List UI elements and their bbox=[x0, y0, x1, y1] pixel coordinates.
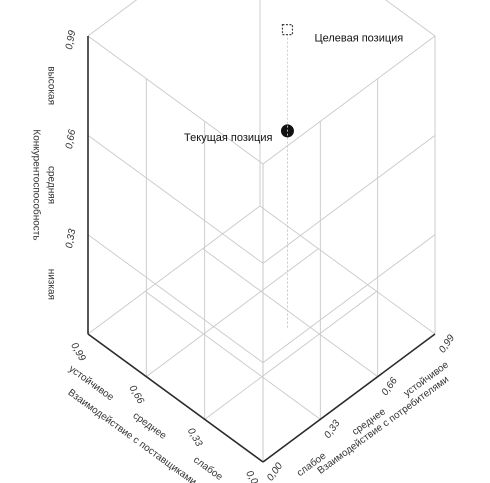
y-tick-label: 0,00 bbox=[243, 469, 262, 483]
z-level-label: высокая bbox=[45, 66, 56, 105]
x-tick-label: 0,66 bbox=[380, 375, 400, 398]
z-tick-label: 0,33 bbox=[64, 228, 78, 250]
grid-line bbox=[262, 35, 436, 165]
grid-line bbox=[202, 248, 378, 378]
axis-frame bbox=[87, 36, 436, 463]
z-tick-label: 0,99 bbox=[64, 29, 78, 51]
z-level-label: средняя bbox=[45, 166, 56, 204]
grid-line bbox=[262, 134, 436, 264]
y-axis-line bbox=[87, 333, 264, 463]
target-position-label: Целевая позиция bbox=[314, 33, 403, 45]
x-tick-label: 0,33 bbox=[322, 418, 342, 441]
grid-line bbox=[145, 290, 321, 420]
z-axis-title: Конкурентоспособность bbox=[30, 129, 42, 240]
grid-line bbox=[87, 234, 264, 364]
grid-line bbox=[87, 134, 264, 264]
grid-line bbox=[87, 0, 138, 37]
y-tick-label: 0,66 bbox=[127, 384, 146, 407]
data-points: Текущая позиция Целевая позиция bbox=[184, 24, 403, 328]
y-axis-title: Взаимодействие с поставщиками bbox=[66, 387, 199, 483]
y-tick-label: 0,33 bbox=[185, 426, 204, 449]
grid-line bbox=[262, 234, 436, 364]
z-level-label: низкая bbox=[45, 269, 56, 300]
current-position-label: Текущая позиция bbox=[184, 132, 272, 144]
y-tick-label: 0,99 bbox=[68, 341, 87, 364]
grid-line bbox=[87, 205, 261, 335]
grid-line bbox=[146, 248, 319, 378]
x-tick-label: 0,00 bbox=[265, 461, 285, 483]
z-tick-label: 0,66 bbox=[64, 128, 78, 150]
grid-line bbox=[385, 0, 436, 37]
grid-line bbox=[87, 35, 264, 165]
x-tick-label: 0,99 bbox=[437, 333, 457, 356]
x-axis-line bbox=[262, 333, 436, 463]
target-position-marker bbox=[281, 24, 294, 36]
grid-line bbox=[259, 205, 436, 335]
grid-line bbox=[204, 290, 377, 420]
